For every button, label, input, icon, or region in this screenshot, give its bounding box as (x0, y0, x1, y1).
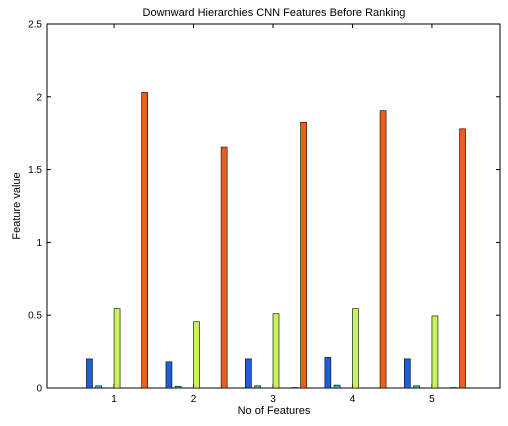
bar (86, 359, 92, 388)
bar (96, 386, 102, 388)
bar (380, 111, 386, 388)
y-tick-label: 2 (36, 92, 42, 103)
y-axis-title: Feature value (11, 172, 23, 239)
bar (166, 362, 172, 388)
bar (352, 309, 358, 388)
y-tick-label: 0 (36, 384, 42, 395)
x-tick-label: 4 (350, 394, 356, 405)
bar (301, 122, 307, 388)
bar (245, 359, 251, 388)
bar (404, 359, 410, 388)
bar (432, 316, 438, 388)
bar (175, 386, 181, 388)
bar (273, 314, 279, 388)
bar (414, 386, 420, 388)
x-tick-label: 1 (111, 394, 117, 405)
bar (194, 322, 200, 388)
x-tick-label: 5 (429, 394, 435, 405)
bar (114, 309, 120, 388)
y-tick-label: 1.5 (28, 165, 42, 176)
y-tick-label: 2.5 (28, 20, 42, 31)
x-axis-title: No of Features (238, 405, 311, 417)
x-tick-label: 3 (270, 394, 276, 405)
y-tick-label: 0.5 (28, 311, 42, 322)
bar (255, 386, 261, 388)
x-tick-label: 2 (191, 394, 197, 405)
plot-area: 0 0.5 1 1.5 2 2.5 1 2 3 4 5 (28, 20, 500, 406)
bar (221, 147, 227, 388)
bar (142, 92, 148, 388)
bar (334, 385, 340, 388)
bar (325, 357, 331, 388)
chart-title: Downward Hierarchies CNN Features Before… (143, 7, 406, 19)
y-tick-label: 1 (36, 238, 42, 249)
bar (460, 129, 466, 388)
